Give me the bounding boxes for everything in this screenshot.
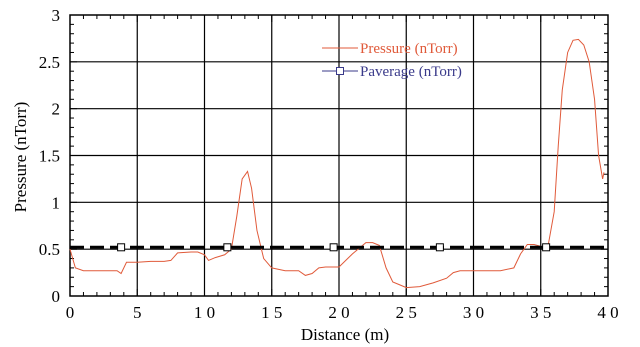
paverage-marker: [117, 243, 126, 252]
paverage-marker: [435, 243, 444, 252]
x-axis-label: Distance (m): [301, 325, 389, 344]
y-tick-label: 2.5: [39, 53, 60, 72]
x-tick-label: 4 0: [597, 303, 618, 322]
y-tick-label: 1: [52, 193, 61, 212]
y-axis-label: Pressure (nTorr): [11, 102, 30, 213]
paverage-marker: [542, 243, 551, 252]
x-tick-label: 2 5: [396, 303, 417, 322]
axis-ticks: [69, 14, 609, 297]
paverage-marker: [329, 243, 338, 252]
legend-paverage-marker: [336, 67, 344, 75]
series-layer: [69, 38, 608, 289]
x-tick-label: 1 0: [194, 303, 215, 322]
x-tick-label: 0: [66, 303, 75, 322]
x-tick-label: 2 0: [328, 303, 349, 322]
x-tick-label: 3 0: [463, 303, 484, 322]
x-tick-label: 3 5: [530, 303, 551, 322]
x-tick-labels: 0 5 1 0 1 5 2 0 2 5 3 0 3 5 4 0: [66, 303, 619, 322]
legend-pressure-label: Pressure (nTorr): [360, 41, 458, 57]
y-tick-label: 0.5: [39, 240, 60, 259]
y-tick-label: 1.5: [39, 147, 60, 166]
paverage-marker: [223, 243, 232, 252]
x-tick-label: 1 5: [261, 303, 282, 322]
legend: Pressure (nTorr) Paverage (nTorr): [322, 41, 462, 80]
pressure-line: [69, 38, 605, 289]
y-tick-label: 2: [52, 100, 61, 119]
grid-lines: [70, 15, 608, 296]
y-tick-label: 3: [52, 6, 61, 25]
x-tick-label: 5: [133, 303, 142, 322]
legend-paverage-label: Paverage (nTorr): [360, 64, 462, 80]
y-tick-labels: 0 0.5 1 1.5 2 2.5 3: [39, 6, 60, 306]
y-tick-label: 0: [52, 287, 61, 306]
